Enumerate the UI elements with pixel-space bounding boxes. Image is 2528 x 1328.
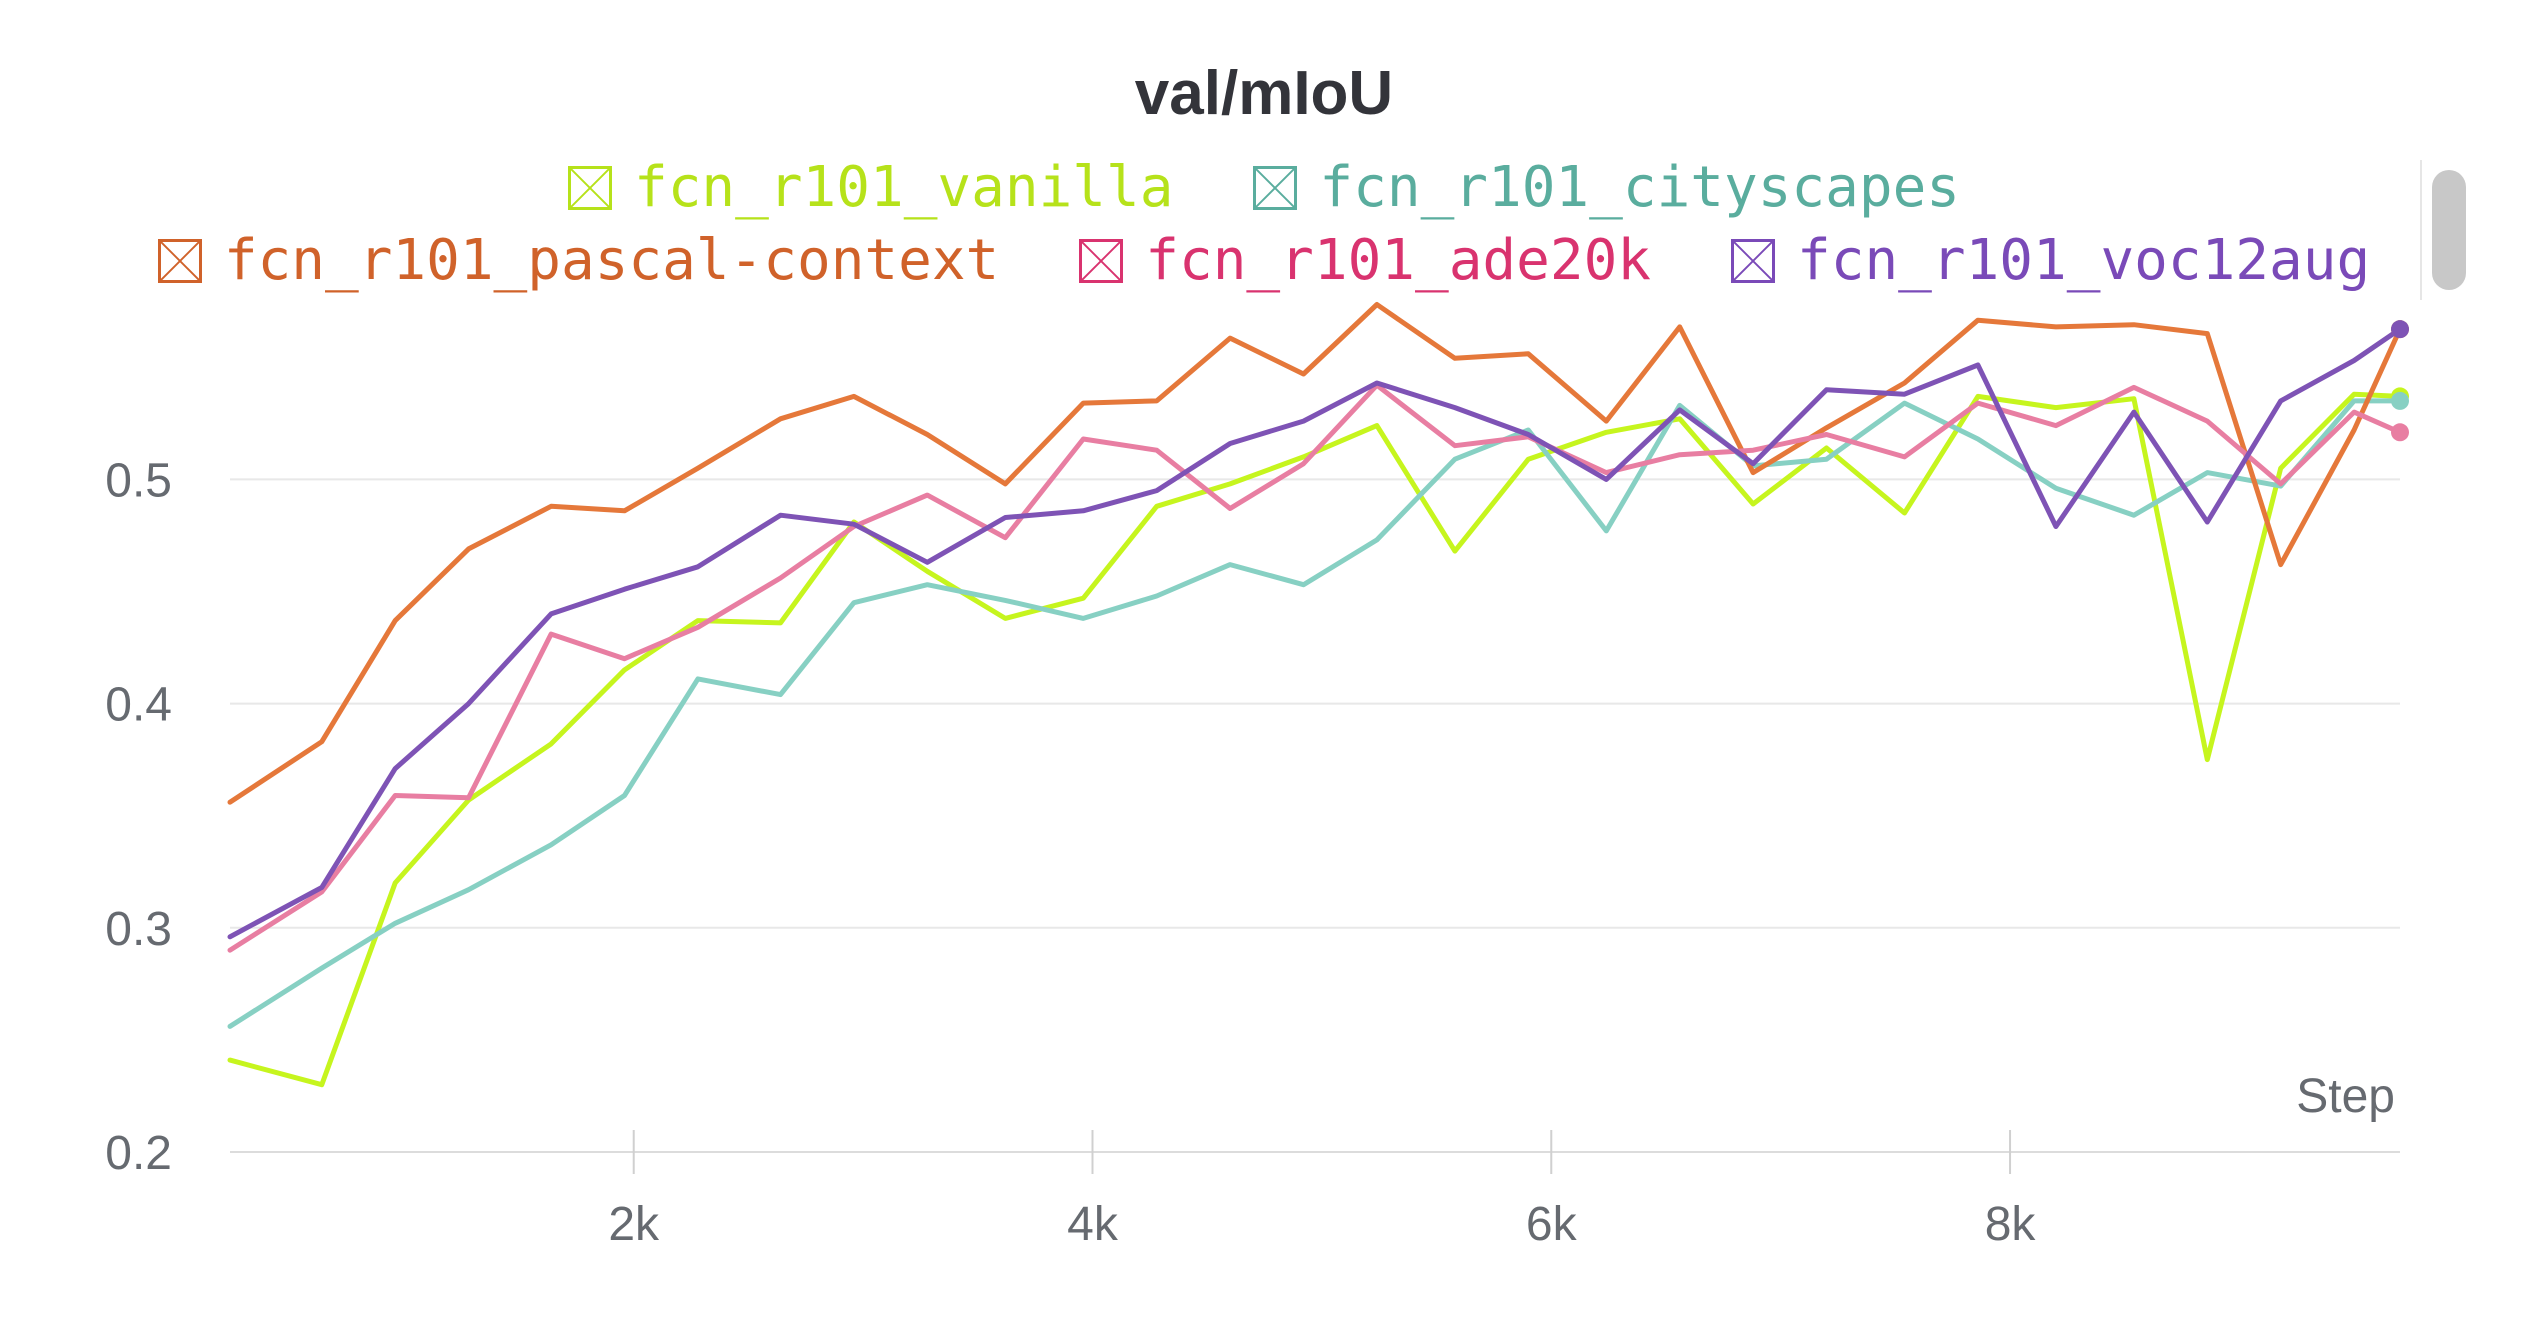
y-tick-label: 0.3 [105,903,172,956]
grid-lines [230,478,2400,929]
y-tick-label: 0.2 [105,1127,172,1180]
legend-item-ade20k[interactable]: fcn_r101_ade20k [1079,228,1651,293]
legend-label: fcn_r101_voc12aug [1797,228,2371,293]
legend-swatch-icon [567,165,612,210]
tick-labels: 0.2 0.3 0.4 0.5 2k 4k 6k 8k Step [105,454,2395,1251]
series-line-fcn_r101_cityscapes [227,398,2403,1029]
x-axis-label: Step [2296,1070,2395,1123]
legend-label: fcn_r101_ade20k [1145,228,1652,293]
legend-item-voc12aug[interactable]: fcn_r101_voc12aug [1731,228,2370,293]
series-lines [227,302,2409,1088]
y-tick-label: 0.5 [105,454,172,507]
legend-swatch-icon [1079,238,1124,283]
legend-swatch-icon [1731,238,1776,283]
series-line-fcn_r101_pascal-context [227,302,2403,805]
legend-label: fcn_r101_pascal-context [223,228,1000,293]
legend-row-1: fcn_r101_vanilla fcn_r101_cityscapes [0,155,2528,220]
x-tick-label: 6k [1526,1198,1578,1251]
axes [230,1130,2400,1174]
x-tick-label: 4k [1067,1198,1119,1251]
legend-scrollbar-thumb[interactable] [2432,170,2466,290]
series-line-fcn_r101_ade20k [227,382,2403,953]
legend-item-cityscapes[interactable]: fcn_r101_cityscapes [1253,155,1960,220]
series-endpoint-fcn_r101_ade20k [2391,423,2409,442]
x-tick-label: 2k [608,1198,660,1251]
series-line-fcn_r101_vanilla [227,391,2403,1088]
x-tick-label: 8k [1985,1198,2037,1251]
legend-label: fcn_r101_vanilla [633,155,1174,220]
legend-row-2: fcn_r101_pascal-context fcn_r101_ade20k … [0,228,2528,293]
legend-item-pascal-context[interactable]: fcn_r101_pascal-context [157,228,1000,293]
legend-item-vanilla[interactable]: fcn_r101_vanilla [567,155,1174,220]
legend-label: fcn_r101_cityscapes [1319,155,1961,220]
y-tick-label: 0.4 [105,679,172,732]
legend-swatch-icon [1253,165,1298,210]
series-line-fcn_r101_voc12aug [227,326,2403,940]
legend-scrollbar-track[interactable] [2420,160,2482,300]
series-endpoint-fcn_r101_voc12aug [2391,320,2409,339]
series-endpoint-fcn_r101_cityscapes [2391,391,2409,410]
legend-swatch-icon [157,238,202,283]
chart-title: val/mIoU [1134,59,1394,128]
